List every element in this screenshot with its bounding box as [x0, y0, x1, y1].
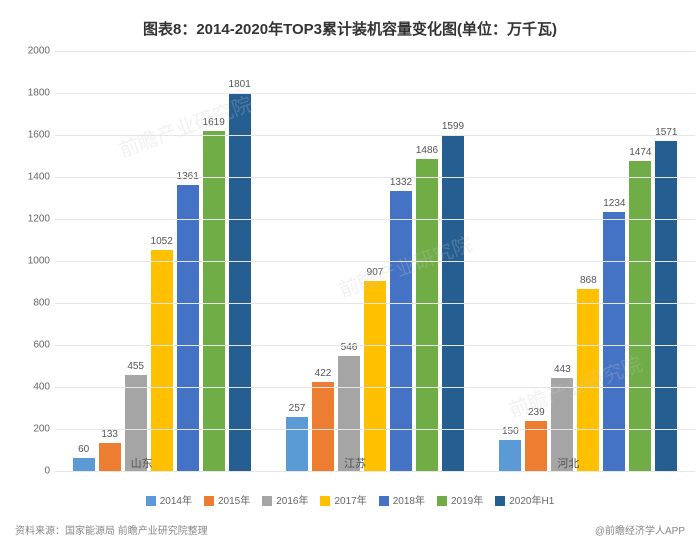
legend-swatch	[495, 496, 505, 506]
grid-line	[55, 219, 695, 220]
legend-swatch	[204, 496, 214, 506]
legend-swatch	[262, 496, 272, 506]
grid-line	[55, 471, 695, 472]
grid-line	[55, 429, 695, 430]
y-tick: 1600	[20, 130, 50, 141]
y-tick: 1200	[20, 214, 50, 225]
bar	[416, 159, 438, 471]
bar-value-label: 150	[502, 426, 519, 437]
legend-item: 2019年	[437, 492, 483, 507]
grid-line	[55, 387, 695, 388]
legend-item: 2014年	[146, 492, 192, 507]
y-tick: 200	[20, 424, 50, 435]
grid-line	[55, 177, 695, 178]
bar	[151, 250, 173, 471]
bar	[499, 440, 521, 472]
legend-item: 2020年H1	[495, 492, 554, 507]
bar-value-label: 1571	[655, 127, 677, 138]
bar-value-label: 907	[367, 267, 384, 278]
bar-value-label: 868	[580, 275, 597, 286]
chart-title: 图表8：2014-2020年TOP3累计装机容量变化图(单位：万千瓦)	[20, 10, 680, 51]
x-category-label: 河北	[557, 455, 579, 471]
bar	[364, 281, 386, 471]
y-tick: 2000	[20, 46, 50, 57]
bar	[99, 443, 121, 471]
legend-label: 2019年	[451, 496, 483, 507]
grid-line	[55, 303, 695, 304]
bar-value-label: 1599	[442, 121, 464, 132]
bar	[286, 417, 308, 471]
bar-value-label: 546	[341, 342, 358, 353]
legend-label: 2014年	[160, 496, 192, 507]
grid-line	[55, 345, 695, 346]
bar	[655, 141, 677, 471]
bar	[629, 161, 651, 471]
legend-item: 2016年	[262, 492, 308, 507]
grid-line	[55, 261, 695, 262]
legend-swatch	[320, 496, 330, 506]
legend-item: 2015年	[204, 492, 250, 507]
legend-swatch	[437, 496, 447, 506]
grid-line	[55, 93, 695, 94]
bar-value-label: 1474	[629, 147, 651, 158]
legend-item: 2017年	[320, 492, 366, 507]
x-category-label: 江苏	[344, 455, 366, 471]
bar-value-label: 1234	[603, 198, 625, 209]
bar	[338, 356, 360, 471]
legend-label: 2016年	[276, 496, 308, 507]
bar-value-label: 239	[528, 407, 545, 418]
source-text: 资料来源：国家能源局 前瞻产业研究院整理	[15, 522, 208, 537]
grid-line	[55, 51, 695, 52]
y-tick: 1400	[20, 172, 50, 183]
y-axis: 0200400600800100012001400160018002000	[20, 51, 50, 471]
legend-label: 2018年	[393, 496, 425, 507]
bar	[577, 289, 599, 471]
bar-value-label: 455	[127, 361, 144, 372]
y-tick: 600	[20, 340, 50, 351]
legend-label: 2015年	[218, 496, 250, 507]
bar-value-label: 257	[289, 403, 306, 414]
legend-swatch	[146, 496, 156, 506]
x-category-label: 山东	[131, 455, 153, 471]
bar-value-label: 422	[315, 368, 332, 379]
bar-value-label: 1486	[416, 145, 438, 156]
y-tick: 1000	[20, 256, 50, 267]
bar-value-label: 1801	[229, 79, 251, 90]
y-tick: 400	[20, 382, 50, 393]
bar	[229, 93, 251, 471]
legend-label: 2017年	[334, 496, 366, 507]
chart-container: 图表8：2014-2020年TOP3累计装机容量变化图(单位：万千瓦) 0200…	[0, 0, 700, 547]
bar	[312, 382, 334, 471]
bar	[73, 458, 95, 471]
legend: 2014年 2015年 2016年 2017年 2018年 2019年 2020年H1	[0, 491, 700, 509]
bar	[603, 212, 625, 471]
bar-value-label: 1332	[390, 177, 412, 188]
y-tick: 1800	[20, 88, 50, 99]
plot-area: 0200400600800100012001400160018002000 60…	[55, 51, 695, 471]
y-tick: 800	[20, 298, 50, 309]
bar-value-label: 60	[78, 444, 89, 455]
attribution-text: @前瞻经济学人APP	[595, 522, 685, 537]
bar-value-label: 133	[101, 429, 118, 440]
bar-value-label: 1052	[151, 236, 173, 247]
legend-swatch	[379, 496, 389, 506]
bar-value-label: 1619	[203, 117, 225, 128]
bar	[203, 131, 225, 471]
bar-value-label: 443	[554, 364, 571, 375]
legend-label: 2020年H1	[509, 496, 554, 507]
legend-item: 2018年	[379, 492, 425, 507]
grid-line	[55, 135, 695, 136]
y-tick: 0	[20, 466, 50, 477]
